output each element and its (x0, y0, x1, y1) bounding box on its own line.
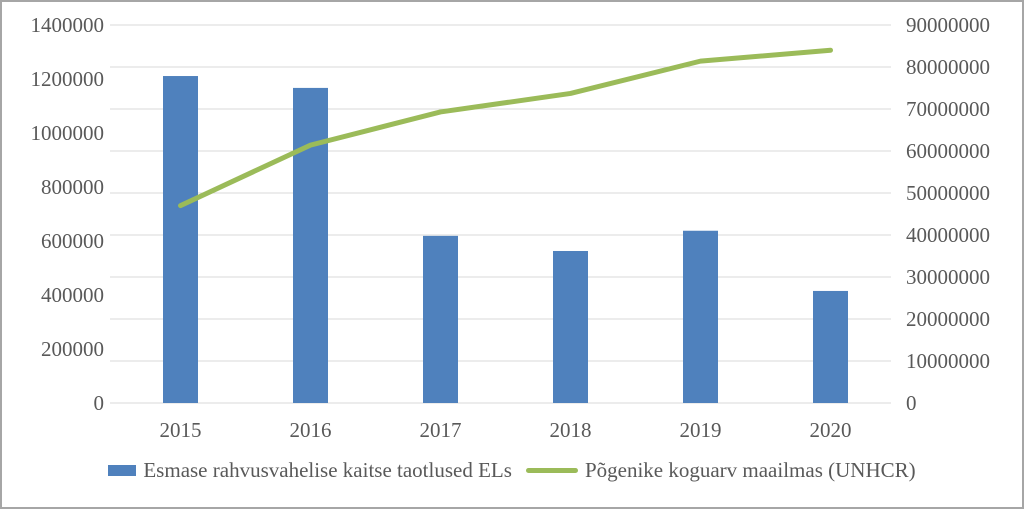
line-series-swatch-icon (525, 467, 578, 473)
bar (683, 230, 718, 403)
bar (423, 235, 458, 403)
legend: Esmase rahvusvahelise kaitse taotlused E… (2, 458, 1022, 482)
left-axis-tick-label: 1400000 (31, 13, 105, 37)
x-axis-tick-label: 2020 (810, 418, 852, 442)
bar-series-label: Esmase rahvusvahelise kaitse taotlused E… (143, 458, 512, 482)
left-axis-tick-label: 0 (94, 391, 105, 415)
right-axis-tick-label: 40000000 (906, 223, 990, 247)
right-axis-tick-label: 90000000 (906, 13, 990, 37)
bar (553, 250, 588, 403)
right-axis-tick-label: 20000000 (906, 307, 990, 331)
x-axis-tick-label: 2017 (420, 418, 462, 442)
x-axis-tick-label: 2018 (550, 418, 592, 442)
x-axis-tick-label: 2016 (290, 418, 332, 442)
bar (813, 290, 848, 403)
bar (293, 87, 328, 403)
x-axis-tick-label: 2015 (160, 418, 202, 442)
right-axis-tick-label: 10000000 (906, 349, 990, 373)
bar-series-swatch-icon (108, 464, 137, 476)
right-axis-tick-label: 0 (906, 391, 917, 415)
line-series-label: Põgenike koguarv maailmas (UNHCR) (584, 458, 916, 482)
line-series (178, 47, 833, 209)
left-axis-tick-label: 600000 (41, 229, 104, 253)
left-axis-tick-label: 1000000 (31, 121, 105, 145)
bar (163, 76, 198, 403)
right-axis-tick-label: 50000000 (906, 181, 990, 205)
left-axis-tick-label: 800000 (41, 175, 104, 199)
right-axis-tick-label: 60000000 (906, 139, 990, 163)
legend-item-bar-series: Esmase rahvusvahelise kaitse taotlused E… (108, 458, 512, 482)
x-axis-tick-label: 2019 (680, 418, 722, 442)
right-axis-tick-label: 70000000 (906, 97, 990, 121)
left-axis-tick-label: 1200000 (31, 67, 105, 91)
right-axis-tick-label: 80000000 (906, 55, 990, 79)
left-axis-tick-label: 400000 (41, 283, 104, 307)
legend-item-line-series: Põgenike koguarv maailmas (UNHCR) (525, 458, 916, 482)
right-axis-tick-label: 30000000 (906, 265, 990, 289)
left-axis-tick-label: 200000 (41, 337, 104, 361)
